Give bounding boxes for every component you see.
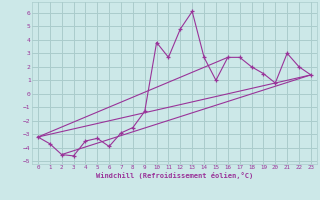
X-axis label: Windchill (Refroidissement éolien,°C): Windchill (Refroidissement éolien,°C) (96, 172, 253, 179)
